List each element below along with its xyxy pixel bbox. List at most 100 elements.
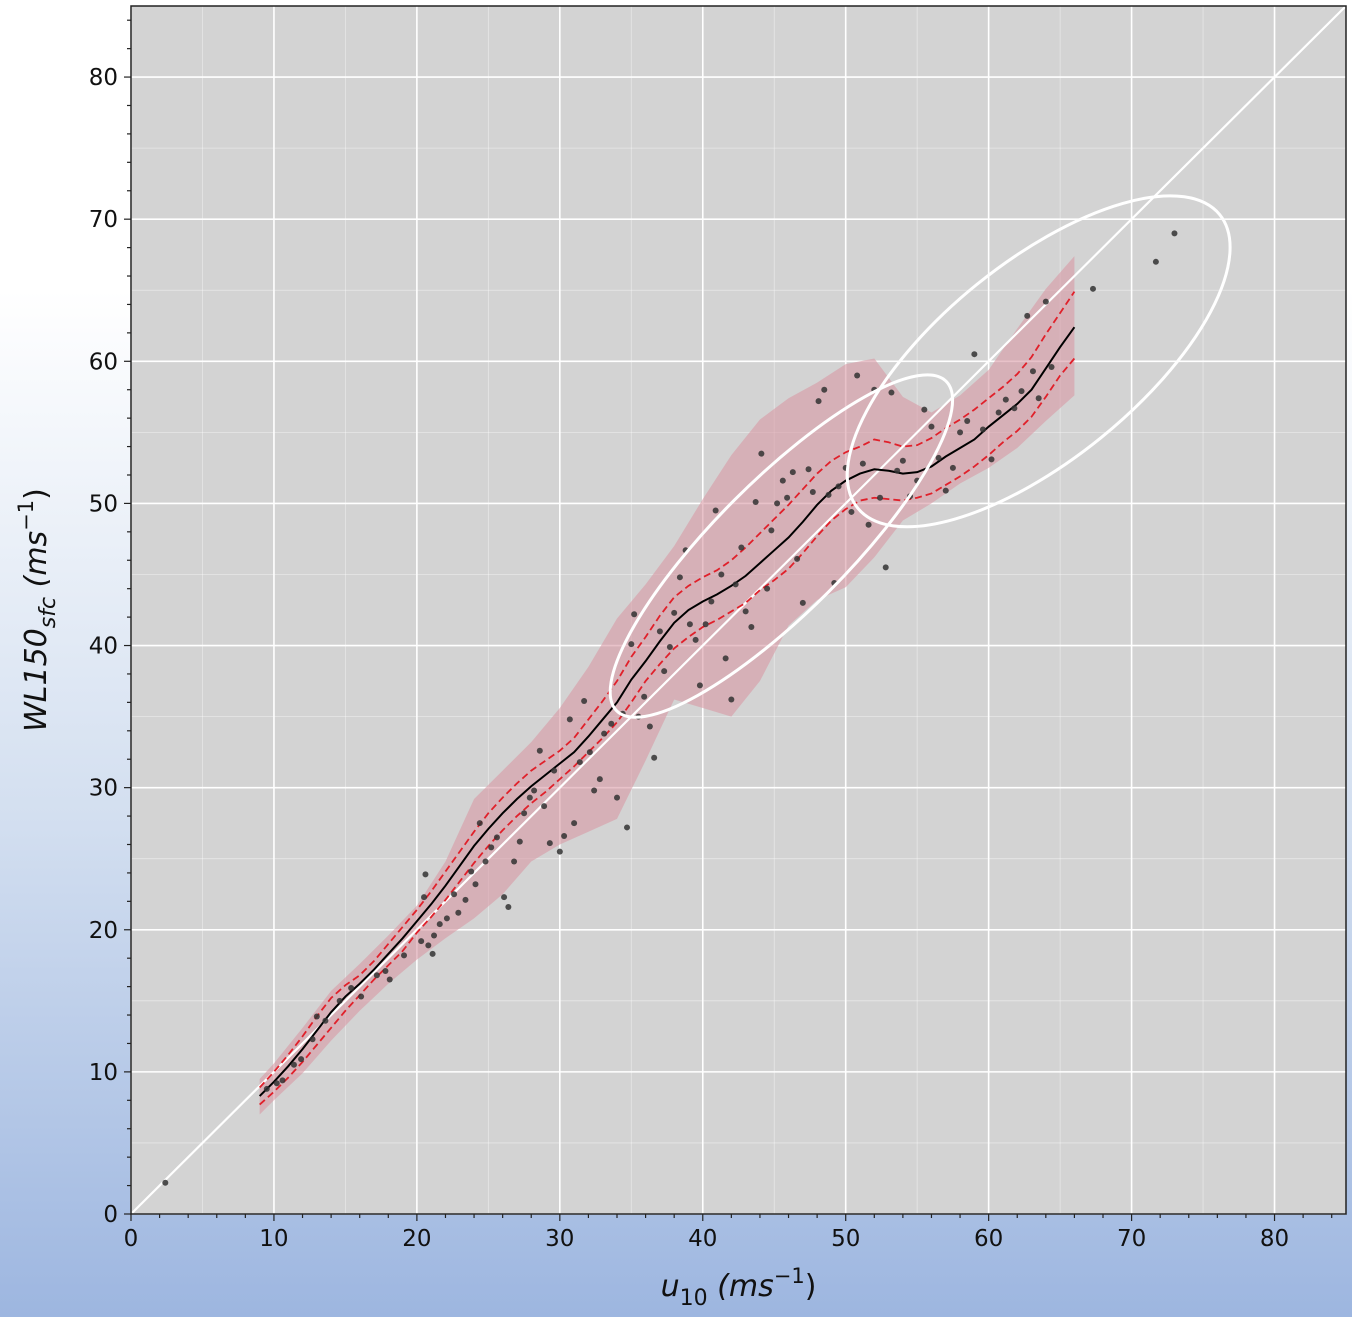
data-point xyxy=(309,1036,316,1043)
data-point xyxy=(476,820,483,827)
data-point xyxy=(455,909,462,916)
data-point xyxy=(541,803,548,810)
data-point xyxy=(581,697,588,704)
data-point xyxy=(386,976,393,983)
data-point xyxy=(418,938,425,945)
data-point xyxy=(979,426,986,433)
data-point xyxy=(661,668,668,675)
data-point xyxy=(815,398,822,405)
data-point xyxy=(835,483,842,490)
data-point xyxy=(571,820,578,827)
y-axis-label: WL150sfc (ms−1) xyxy=(14,488,61,732)
data-point xyxy=(768,527,775,534)
data-point xyxy=(821,386,828,393)
data-point xyxy=(899,457,906,464)
data-point xyxy=(628,641,635,648)
annotation-ellipse xyxy=(845,194,1232,529)
data-point xyxy=(1048,363,1055,370)
data-point xyxy=(505,904,512,911)
data-point xyxy=(666,643,673,650)
data-point xyxy=(531,787,538,794)
ci-upper-line xyxy=(258,291,1076,1089)
data-point xyxy=(859,460,866,467)
data-point xyxy=(279,1077,286,1084)
data-point xyxy=(752,498,759,505)
data-layer xyxy=(131,6,1346,1214)
data-point xyxy=(601,730,608,737)
data-point xyxy=(718,571,725,578)
axes-frame xyxy=(130,5,1347,1215)
data-point xyxy=(290,1061,297,1068)
data-point xyxy=(964,417,971,424)
data-point xyxy=(651,754,658,761)
data-point xyxy=(865,521,872,528)
data-point xyxy=(536,747,543,754)
data-point xyxy=(561,832,568,839)
data-point xyxy=(774,500,781,507)
data-point xyxy=(738,544,745,551)
data-point xyxy=(722,655,729,662)
data-point xyxy=(421,894,428,901)
data-point xyxy=(511,858,518,865)
y-tick-label: 10 xyxy=(89,1060,118,1086)
x-tick-label: 20 xyxy=(402,1226,431,1252)
ci-lower-line xyxy=(259,357,1076,1106)
data-point xyxy=(591,787,598,794)
data-point xyxy=(656,628,663,635)
x-tick-label: 40 xyxy=(688,1226,717,1252)
y-tick-label: 80 xyxy=(89,65,118,91)
data-point xyxy=(586,749,593,756)
annotation-ellipse xyxy=(608,373,955,719)
data-point xyxy=(1089,285,1096,292)
data-point xyxy=(789,469,796,476)
data-point xyxy=(614,794,620,801)
data-point xyxy=(624,824,631,831)
data-point xyxy=(451,891,458,898)
data-point xyxy=(676,574,683,581)
x-tick-label: 0 xyxy=(124,1226,139,1252)
data-point xyxy=(576,759,583,766)
data-point xyxy=(472,881,479,888)
data-point xyxy=(443,915,450,922)
data-point xyxy=(521,810,528,817)
y-tick-label: 0 xyxy=(103,1202,118,1228)
data-point xyxy=(882,564,889,571)
x-tick-label: 30 xyxy=(545,1226,574,1252)
data-point xyxy=(728,696,735,703)
data-point xyxy=(686,621,693,628)
data-point xyxy=(401,952,408,959)
data-point xyxy=(273,1080,280,1087)
y-tick-label: 50 xyxy=(89,491,118,517)
x-tick-label: 60 xyxy=(974,1226,1003,1252)
data-point xyxy=(501,894,508,901)
data-point xyxy=(894,467,901,474)
y-tick-label: 40 xyxy=(89,634,118,660)
data-point xyxy=(949,464,956,471)
data-point xyxy=(596,776,603,783)
data-point xyxy=(825,491,832,498)
one-to-one-line xyxy=(131,6,1346,1214)
axis-ticks: 0 10 20 30 40 50 60 70 80 0 10 20 30 40 50 60 70 80 xyxy=(89,19,1333,1252)
data-point xyxy=(551,767,558,774)
data-point xyxy=(712,507,719,514)
data-point xyxy=(848,508,855,515)
data-point xyxy=(608,720,615,727)
data-point xyxy=(779,477,786,484)
data-point xyxy=(526,794,533,801)
data-point xyxy=(482,858,489,865)
data-point xyxy=(888,389,895,396)
data-point xyxy=(764,585,771,592)
x-tick-label: 50 xyxy=(831,1226,860,1252)
x-tick-label: 80 xyxy=(1260,1226,1289,1252)
data-point xyxy=(462,896,469,903)
data-point xyxy=(422,871,429,878)
data-point xyxy=(748,624,755,631)
data-point xyxy=(336,997,343,1004)
data-point xyxy=(1002,396,1009,403)
data-point xyxy=(322,1017,329,1024)
data-point xyxy=(429,950,436,957)
x-tick-label: 10 xyxy=(259,1226,288,1252)
data-point xyxy=(556,848,563,855)
median-line xyxy=(258,326,1076,1097)
